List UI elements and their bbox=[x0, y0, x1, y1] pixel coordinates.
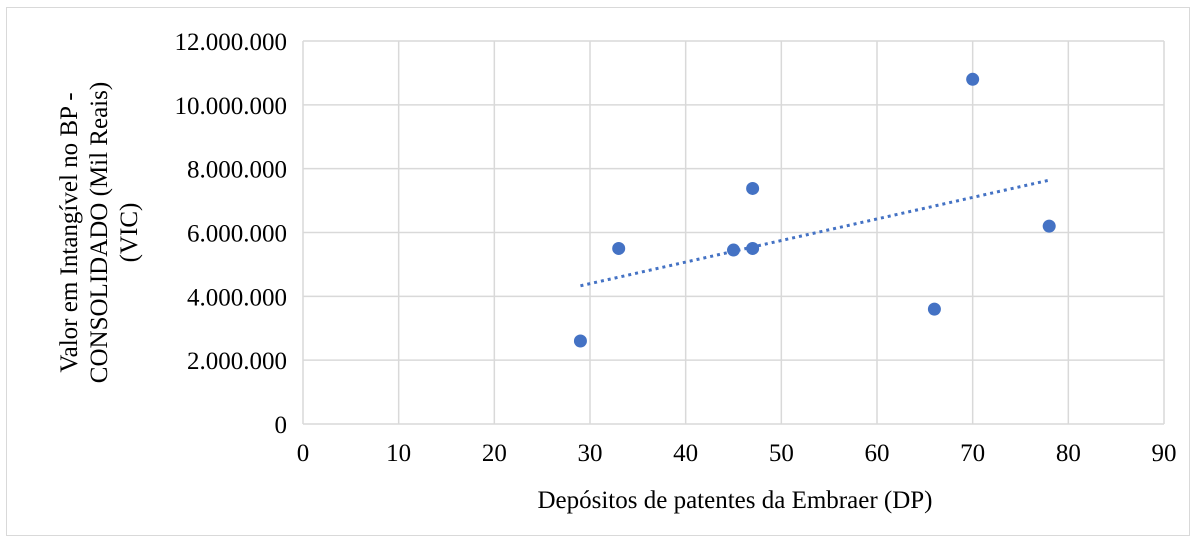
data-point bbox=[746, 241, 760, 255]
x-tick-label: 60 bbox=[865, 440, 890, 467]
x-axis-title: Depósitos de patentes da Embraer (DP) bbox=[537, 487, 932, 514]
y-tick-label: 12.000.000 bbox=[175, 29, 288, 56]
x-tick-label: 10 bbox=[386, 440, 411, 467]
data-points bbox=[573, 72, 1056, 348]
y-axis-title: Valor em Intangível no BP - CONSOLIDADO (… bbox=[56, 82, 143, 383]
y-tick-label: 8.000.000 bbox=[187, 157, 287, 184]
y-axis-title-line: (VIC) bbox=[116, 203, 143, 263]
x-tick-label: 80 bbox=[1056, 440, 1081, 467]
data-point bbox=[927, 302, 941, 316]
y-axis-title-line: CONSOLIDADO (Mil Reais) bbox=[86, 82, 113, 383]
x-tick-label: 40 bbox=[673, 440, 698, 467]
y-tick-label: 10.000.000 bbox=[175, 93, 288, 120]
y-tick-label: 0 bbox=[275, 412, 288, 439]
scatter-chart: 0 2.000.000 4.000.000 6.000.000 8.000.000 10.… bbox=[56, 29, 1177, 514]
data-point bbox=[966, 72, 980, 86]
x-tick-label: 50 bbox=[769, 440, 794, 467]
chart-area: 0 2.000.000 4.000.000 6.000.000 8.000.000 10.… bbox=[6, 7, 1190, 536]
data-point bbox=[727, 243, 740, 257]
data-point bbox=[612, 241, 626, 255]
x-tick-label: 20 bbox=[482, 440, 507, 467]
gridlines bbox=[302, 40, 1165, 425]
x-tick-label: 30 bbox=[578, 440, 603, 467]
x-tick-label: 0 bbox=[297, 440, 310, 467]
y-tick-label: 2.000.000 bbox=[187, 348, 287, 375]
y-axis-ticks: 0 2.000.000 4.000.000 6.000.000 8.000.000 10.… bbox=[175, 29, 288, 439]
x-axis-ticks: 0 10 20 30 40 50 60 70 80 90 bbox=[297, 440, 1177, 467]
data-point bbox=[1042, 219, 1056, 233]
data-point bbox=[573, 334, 587, 348]
y-axis-title-line: Valor em Intangível no BP - bbox=[56, 92, 83, 372]
trendline-layer bbox=[580, 178, 1050, 288]
x-tick-label: 70 bbox=[960, 440, 985, 467]
x-tick-label: 90 bbox=[1152, 440, 1177, 467]
data-point bbox=[746, 181, 760, 195]
y-tick-label: 6.000.000 bbox=[187, 221, 287, 248]
y-tick-label: 4.000.000 bbox=[187, 284, 287, 311]
trendline bbox=[580, 178, 1050, 288]
